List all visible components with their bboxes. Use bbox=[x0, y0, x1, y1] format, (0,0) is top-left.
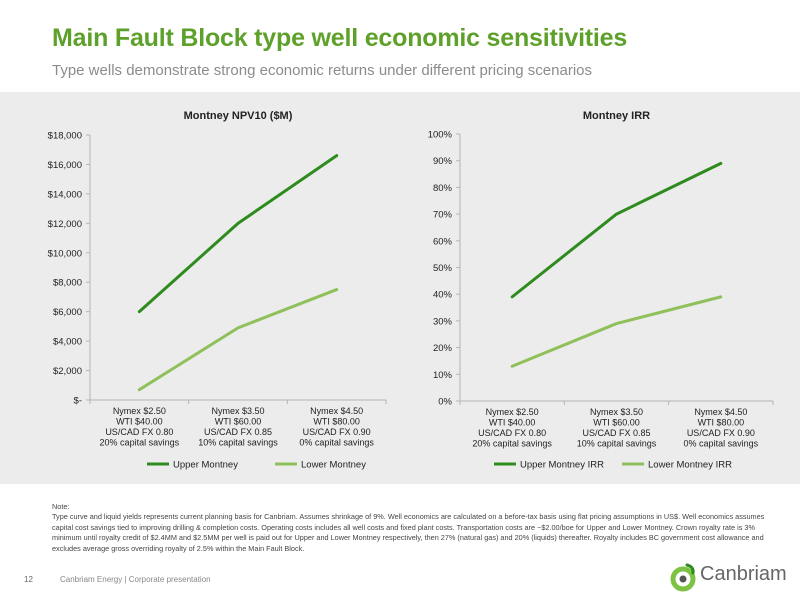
irr-y-tick-label: 30% bbox=[433, 316, 453, 327]
npv-x-tick-label: Nymex $4.50 WTI $80.00 US/CAD FX 0.90 0% ca… bbox=[299, 406, 374, 448]
irr-y-tick-label: 70% bbox=[433, 210, 453, 221]
npv-x-tick-line: US/CAD FX 0.90 bbox=[303, 427, 371, 437]
irr-series-lower-montney-irr bbox=[510, 295, 723, 368]
irr-x-tick-line: US/CAD FX 0.80 bbox=[478, 428, 546, 438]
irr-x-tick-line: WTI $40.00 bbox=[489, 418, 536, 428]
npv-y-tick-label: $12,000 bbox=[48, 219, 82, 230]
irr-y-tick-label: 0% bbox=[438, 397, 452, 408]
npv-y-tick-label: $6,000 bbox=[53, 307, 82, 318]
npv-x-tick-label: Nymex $3.50 WTI $60.00 US/CAD FX 0.85 10% c… bbox=[198, 406, 278, 448]
irr-y-tick-label: 90% bbox=[433, 156, 453, 167]
slide-subtitle: Type wells demonstrate strong economic r… bbox=[52, 62, 592, 79]
irr-x-tick-label: Nymex $3.50 WTI $60.00 US/CAD FX 0.85 10% c… bbox=[577, 407, 657, 449]
footnote: Note: Type curve and liquid yields repre… bbox=[52, 502, 772, 554]
npv-x-tick-line: WTI $60.00 bbox=[215, 417, 262, 427]
irr-y-tick-label: 50% bbox=[433, 263, 453, 274]
npv-y-tick-label: $8,000 bbox=[53, 278, 82, 289]
npv-x-tick-line: 0% capital savings bbox=[299, 438, 374, 448]
npv-x-tick-line: Nymex $2.50 bbox=[113, 406, 166, 416]
logo-text: Canbriam bbox=[700, 563, 787, 585]
irr-x-tick-line: 0% capital savings bbox=[684, 439, 759, 449]
irr-x-tick-line: WTI $80.00 bbox=[698, 418, 745, 428]
npv-y-tick-label: $18,000 bbox=[48, 131, 82, 142]
npv-y-tick-label: $4,000 bbox=[53, 337, 82, 348]
irr-legend-label-lower-montney-irr: Lower Montney IRR bbox=[648, 460, 732, 471]
irr-x-tick-line: Nymex $2.50 bbox=[486, 407, 539, 417]
slide-title: Main Fault Block type well economic sens… bbox=[52, 24, 628, 52]
npv-x-tick-line: WTI $80.00 bbox=[313, 417, 360, 427]
npv-legend-label-upper-montney: Upper Montney bbox=[173, 460, 238, 471]
npv-x-tick-line: US/CAD FX 0.80 bbox=[105, 427, 173, 437]
npv-x-tick-label: Nymex $2.50 WTI $40.00 US/CAD FX 0.80 20% c… bbox=[100, 406, 180, 448]
npv-y-tick-label: $- bbox=[74, 396, 82, 407]
irr-x-tick-label: Nymex $2.50 WTI $40.00 US/CAD FX 0.80 20% c… bbox=[472, 407, 552, 449]
footer: 12 Canbriam Energy | Corporate presentat… bbox=[0, 563, 800, 600]
irr-y-tick-label: 100% bbox=[428, 130, 453, 141]
page-number: 12 bbox=[24, 575, 33, 584]
irr-x-tick-line: Nymex $4.50 bbox=[694, 407, 747, 417]
npv-series-lower-montney bbox=[137, 288, 339, 392]
logo-mark-icon bbox=[670, 563, 696, 592]
irr-legend-label-upper-montney-irr: Upper Montney IRR bbox=[520, 460, 604, 471]
irr-x-tick-line: 10% capital savings bbox=[577, 439, 657, 449]
note-text: Type curve and liquid yields represents … bbox=[52, 512, 765, 553]
npv-series-upper-montney bbox=[137, 154, 339, 314]
npv-y-tick-label: $10,000 bbox=[48, 248, 82, 259]
irr-x-tick-label: Nymex $4.50 WTI $80.00 US/CAD FX 0.90 0% ca… bbox=[684, 407, 759, 449]
irr-chart-title: Montney IRR bbox=[583, 110, 650, 122]
irr-y-tick-label: 40% bbox=[433, 290, 453, 301]
npv-x-tick-line: 20% capital savings bbox=[100, 438, 180, 448]
irr-x-tick-line: WTI $60.00 bbox=[593, 418, 640, 428]
footer-text: Canbriam Energy | Corporate presentation bbox=[60, 575, 211, 584]
canbriam-logo: Canbriam bbox=[670, 562, 790, 594]
npv-y-tick-label: $16,000 bbox=[48, 160, 82, 171]
npv-chart: Montney NPV10 ($M) $- $2,000 $4,000 $6,000 $8… bbox=[48, 110, 387, 471]
irr-chart: Montney IRR 0% 10% 20% 30% 40% 50% 60% 70% 80% 90%… bbox=[428, 110, 774, 471]
irr-y-tick-label: 10% bbox=[433, 370, 453, 381]
npv-x-tick-line: US/CAD FX 0.85 bbox=[204, 427, 272, 437]
npv-x-tick-line: Nymex $4.50 bbox=[310, 406, 363, 416]
chart-band bbox=[0, 92, 800, 484]
npv-chart-title: Montney NPV10 ($M) bbox=[184, 110, 293, 122]
note-label: Note: bbox=[52, 502, 70, 511]
irr-y-tick-label: 80% bbox=[433, 183, 453, 194]
irr-x-tick-line: Nymex $3.50 bbox=[590, 407, 643, 417]
irr-y-tick-label: 60% bbox=[433, 236, 453, 247]
irr-y-tick-label: 20% bbox=[433, 343, 453, 354]
npv-x-tick-line: 10% capital savings bbox=[198, 438, 278, 448]
npv-y-tick-label: $2,000 bbox=[53, 366, 82, 377]
npv-x-tick-line: Nymex $3.50 bbox=[211, 406, 264, 416]
irr-series-upper-montney-irr bbox=[510, 161, 723, 299]
irr-x-tick-line: US/CAD FX 0.85 bbox=[582, 428, 650, 438]
npv-x-tick-line: WTI $40.00 bbox=[116, 417, 163, 427]
npv-y-tick-label: $14,000 bbox=[48, 189, 82, 200]
npv-legend-label-lower-montney: Lower Montney bbox=[301, 460, 366, 471]
irr-x-tick-line: 20% capital savings bbox=[472, 439, 552, 449]
irr-x-tick-line: US/CAD FX 0.90 bbox=[687, 428, 755, 438]
